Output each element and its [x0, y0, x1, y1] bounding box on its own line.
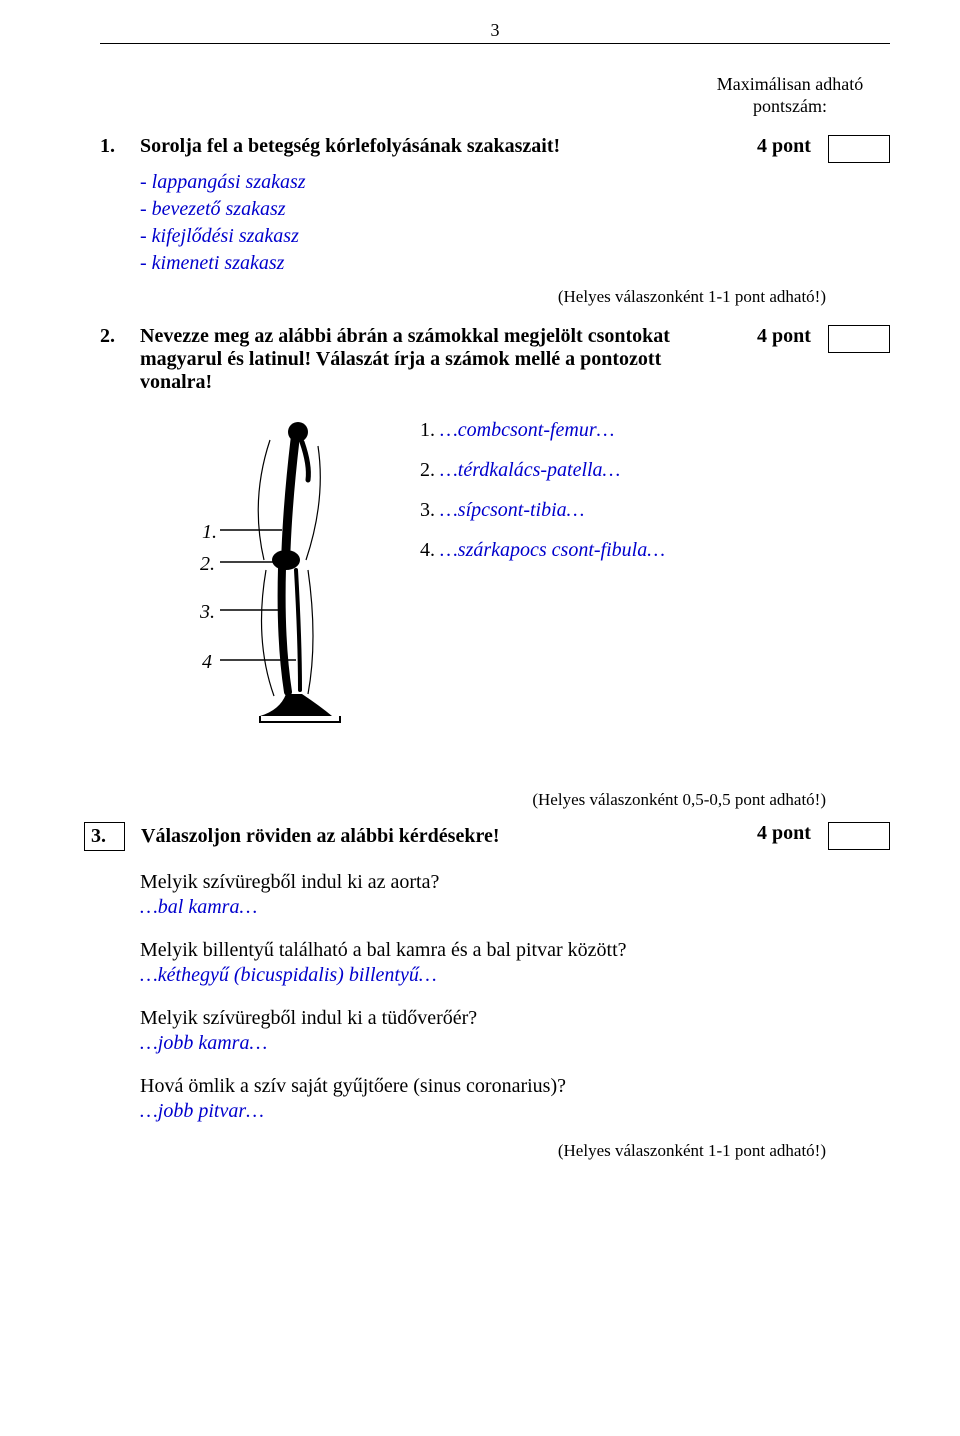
q2-a2-num: 2. [420, 459, 435, 481]
svg-text:4: 4 [202, 651, 212, 673]
q3-points: 4 pont [744, 822, 824, 845]
question-1-row: 1. Sorolja fel a betegség kórlefolyásána… [100, 135, 890, 163]
q2-number: 2. [100, 325, 140, 348]
q3-text: Válaszoljon röviden az alábbi kérdésekre… [141, 825, 500, 848]
q2-answer-4: 4. …szárkapocs csont-fibula… [420, 530, 665, 570]
q3-score-box[interactable] [828, 822, 890, 850]
question-3-row: 3. Válaszoljon röviden az alábbi kérdése… [100, 822, 890, 851]
q2-a1-txt: …combcsont-femur… [440, 419, 614, 441]
q3-sub3-q: Melyik szívüregből indul ki a tüdőverőér… [140, 1005, 890, 1032]
q1-points: 4 pont [744, 135, 824, 158]
page-number: 3 [100, 20, 890, 41]
header-rule [100, 43, 890, 44]
q2-a4-txt: …szárkapocs csont-fibula… [440, 539, 665, 561]
q1-number: 1. [100, 135, 140, 158]
score-header-line2: pontszám: [753, 96, 827, 116]
q3-sub4-q: Hová ömlik a szív saját gyűjtőere (sinus… [140, 1073, 890, 1100]
q2-text: Nevezze meg az alábbi ábrán a számokkal … [140, 325, 744, 394]
q1-answer-3: - kifejlődési szakasz [140, 223, 890, 250]
q2-a1-num: 1. [420, 419, 435, 441]
q2-answer-1: 1. …combcsont-femur… [420, 410, 665, 450]
q2-hint: (Helyes válaszonként 0,5-0,5 pont adható… [100, 790, 826, 810]
q1-text: Sorolja fel a betegség kórlefolyásának s… [140, 135, 744, 158]
q2-a3-txt: …sípcsont-tibia… [440, 499, 584, 521]
q1-answers: - lappangási szakasz - bevezető szakasz … [140, 169, 890, 277]
q3-heading: 3. Válaszoljon röviden az alábbi kérdése… [140, 822, 744, 851]
svg-text:1.: 1. [202, 521, 217, 543]
svg-text:3.: 3. [200, 601, 215, 623]
q1-answer-1: - lappangási szakasz [140, 169, 890, 196]
score-header: Maximálisan adható pontszám: [690, 74, 890, 117]
svg-text:2.: 2. [200, 553, 215, 575]
score-header-line1: Maximálisan adható [717, 74, 863, 94]
q2-a2-txt: …térdkalács-patella… [440, 459, 620, 481]
q2-diagram-row: 1. 2. 3. 4 1. …combcsont-femur… 2. …térd… [200, 410, 890, 730]
q2-score-box[interactable] [828, 325, 890, 353]
q2-answer-3: 3. …sípcsont-tibia… [420, 490, 665, 530]
q2-points: 4 pont [744, 325, 824, 348]
q2-answers: 1. …combcsont-femur… 2. …térdkalács-pate… [420, 410, 665, 570]
q3-sub1-a: …bal kamra… [140, 896, 890, 919]
q1-hint: (Helyes válaszonként 1-1 pont adható!) [100, 287, 826, 307]
q2-answer-2: 2. …térdkalács-patella… [420, 450, 665, 490]
q3-hint: (Helyes válaszonként 1-1 pont adható!) [100, 1141, 826, 1161]
question-2-row: 2. Nevezze meg az alábbi ábrán a számokk… [100, 325, 890, 394]
leg-bones-diagram: 1. 2. 3. 4 [200, 410, 360, 730]
q3-sub2-q: Melyik billentyű található a bal kamra é… [140, 937, 890, 964]
q1-answer-4: - kimeneti szakasz [140, 250, 890, 277]
q2-a4-num: 4. [420, 539, 435, 561]
q2-a3-num: 3. [420, 499, 435, 521]
q3-sub4-a: …jobb pitvar… [140, 1100, 890, 1123]
q3-number-box: 3. [84, 822, 125, 851]
q3-sub1-q: Melyik szívüregből indul ki az aorta? [140, 869, 890, 896]
q1-answer-2: - bevezető szakasz [140, 196, 890, 223]
q3-sub2-a: …kéthegyű (bicuspidalis) billentyű… [140, 964, 890, 987]
q1-score-box[interactable] [828, 135, 890, 163]
q3-sub3-a: …jobb kamra… [140, 1032, 890, 1055]
